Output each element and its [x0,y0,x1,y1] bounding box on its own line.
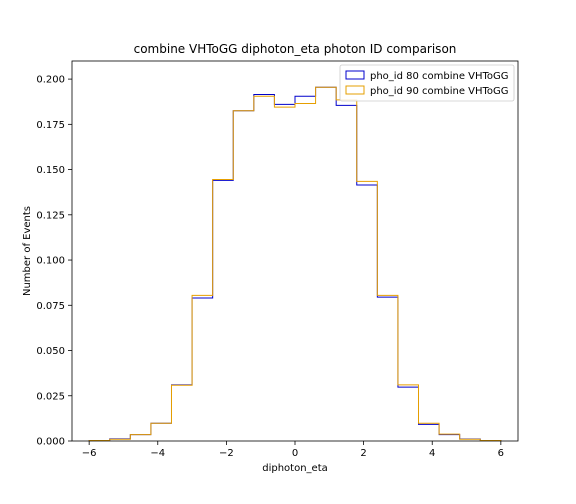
legend-swatch-pho-id-90 [345,85,365,95]
y-tick-label: 0.175 [36,120,65,131]
series-layer [88,86,502,441]
ticks-layer: −6 −4 −2 0 2 4 6 0.000 0.025 0.050 0.075 0.100 0.125… [36,75,504,459]
x-tick-label: 6 [498,448,504,459]
x-tick-label: −2 [219,448,234,459]
legend-box [339,64,515,102]
y-tick-label: 0.200 [36,75,65,86]
legend-label-pho-id-90: pho_id 90 combine VHToGG [370,86,509,97]
y-tick-label: 0.050 [36,346,65,357]
series-line-1 [88,86,502,441]
y-tick-label: 0.150 [36,165,65,176]
series-line-0 [88,86,502,441]
x-tick-label: −4 [150,448,165,459]
y-tick-label: 0.075 [36,301,65,312]
y-tick-label: 0.125 [36,210,65,221]
x-tick-label: 0 [292,448,298,459]
x-tick-label: 4 [429,448,435,459]
legend-swatch-pho-id-80 [345,70,365,80]
x-axis-label: diphoton_eta [262,463,328,474]
y-tick-label: 0.000 [36,437,65,448]
x-tick-label: −6 [82,448,97,459]
legend-label-pho-id-80: pho_id 80 combine VHToGG [370,71,509,82]
y-tick-label: 0.025 [36,391,65,402]
plot-frame [71,60,519,442]
legend: pho_id 80 combine VHToGG pho_id 90 combi… [339,64,515,102]
x-tick-label: 2 [360,448,366,459]
y-tick-label: 0.100 [36,256,65,267]
y-axis-label: Number of Events [22,206,33,296]
chart-title: combine VHToGG diphoton_eta photon ID co… [134,42,457,56]
